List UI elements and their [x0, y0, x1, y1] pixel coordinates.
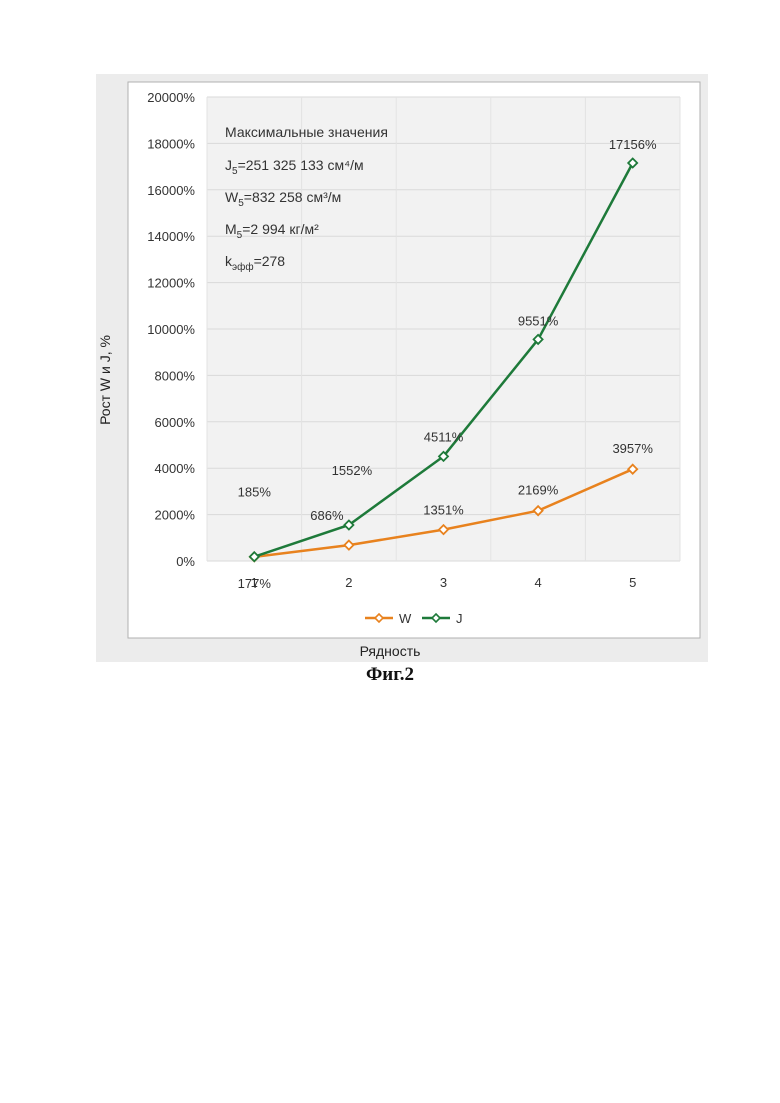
legend-label: J [456, 611, 463, 626]
annotation-heading: Максимальные значения [225, 124, 388, 140]
y-tick-label: 14000% [147, 229, 195, 244]
x-tick-label: 4 [534, 575, 541, 590]
y-tick-label: 6000% [155, 415, 196, 430]
y-tick-label: 8000% [155, 368, 196, 383]
y-tick-label: 0% [176, 554, 195, 569]
x-tick-label: 5 [629, 575, 636, 590]
legend-label: W [399, 611, 412, 626]
y-tick-label: 20000% [147, 90, 195, 105]
y-axis-title: Рост W и J, % [97, 335, 113, 425]
data-label: 17156% [609, 137, 657, 152]
x-tick-label: 3 [440, 575, 447, 590]
y-tick-label: 18000% [147, 136, 195, 151]
data-label: 4511% [424, 429, 464, 444]
y-tick-label: 12000% [147, 276, 195, 291]
data-label: 1552% [332, 463, 373, 478]
data-label: 185% [238, 485, 272, 500]
line-chart: 0% 2000% 4000% 6000% 8000% 10000% 12000% 14000%… [0, 0, 780, 700]
data-label: 686% [310, 508, 344, 523]
data-label: 177% [238, 576, 272, 591]
y-tick-label: 10000% [147, 322, 195, 337]
data-label: 3957% [612, 441, 653, 456]
data-label: 1351% [423, 503, 464, 518]
x-tick-label: 2 [345, 575, 352, 590]
data-label: 9551% [518, 313, 559, 328]
data-label: 2169% [518, 483, 559, 498]
y-tick-label: 2000% [155, 508, 196, 523]
y-tick-label: 4000% [155, 461, 196, 476]
x-axis-title: Рядность [0, 643, 780, 659]
y-tick-label: 16000% [147, 183, 195, 198]
figure-caption: Фиг.2 [0, 664, 780, 686]
